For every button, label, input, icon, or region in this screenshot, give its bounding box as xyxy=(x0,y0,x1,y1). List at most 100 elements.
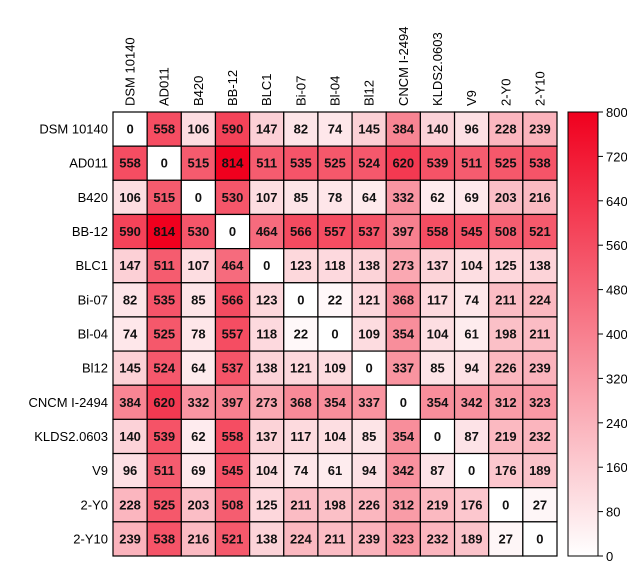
cell-value-label: 508 xyxy=(495,224,517,239)
cell-value-label: 312 xyxy=(495,395,517,410)
cell-value-label: 354 xyxy=(392,429,414,444)
cell-value-label: 219 xyxy=(495,429,517,444)
heatmap-cell xyxy=(351,111,387,147)
cell-value-label: 96 xyxy=(464,122,478,137)
cell-value-label: 22 xyxy=(328,292,342,307)
heatmap-cell xyxy=(112,316,148,352)
cell-value-label: 524 xyxy=(153,361,175,376)
heatmap-cell xyxy=(385,452,421,489)
heatmap-cell xyxy=(283,213,319,250)
cell-value-label: 525 xyxy=(324,156,346,171)
heatmap-cell xyxy=(214,521,251,557)
row-label: 2-Y0 xyxy=(81,497,108,512)
cell-value-label: 138 xyxy=(358,258,380,273)
heatmap-cell xyxy=(488,282,524,318)
heatmap-cell xyxy=(419,521,456,557)
cell-value-label: 511 xyxy=(154,463,175,478)
heatmap-cell xyxy=(385,418,421,455)
heatmap-cell xyxy=(180,248,217,284)
colorbar-tick-label: 560 xyxy=(606,238,627,253)
cell-value-label: 203 xyxy=(188,497,210,512)
cell-value-label: 539 xyxy=(153,429,175,444)
column-label: KLDS2.0603 xyxy=(430,32,445,106)
cell-value-label: 508 xyxy=(222,497,244,512)
cell-value-label: 123 xyxy=(290,258,312,273)
heatmap-cell xyxy=(385,248,421,284)
cell-value-label: 211 xyxy=(325,531,346,546)
heatmap-cell xyxy=(283,418,319,455)
colorbar-tick-label: 160 xyxy=(606,460,627,475)
heatmap-cell xyxy=(419,111,456,147)
heatmap-cell xyxy=(453,179,490,216)
heatmap-cell xyxy=(317,248,353,284)
cell-value-label: 94 xyxy=(464,361,479,376)
cell-value-label: 464 xyxy=(222,258,244,273)
cell-value-label: 239 xyxy=(358,531,380,546)
cell-value-label: 530 xyxy=(222,190,244,205)
cell-value-label: 85 xyxy=(294,190,308,205)
heatmap-cell xyxy=(214,282,251,318)
cell-value-label: 64 xyxy=(362,190,377,205)
cell-value-label: 106 xyxy=(119,190,141,205)
heatmap-cell xyxy=(522,213,558,250)
row-label: KLDS2.0603 xyxy=(34,429,108,444)
cell-value-label: 273 xyxy=(392,258,414,273)
cell-value-label: 354 xyxy=(427,395,449,410)
cell-value-label: 85 xyxy=(430,361,444,376)
cell-value-label: 539 xyxy=(427,156,449,171)
cell-value-label: 64 xyxy=(191,361,206,376)
heatmap-cell xyxy=(453,418,490,455)
cell-value-label: 94 xyxy=(362,463,377,478)
cell-value-label: 232 xyxy=(529,429,551,444)
column-label: DSM 10140 xyxy=(123,37,138,106)
cell-value-label: 85 xyxy=(362,429,376,444)
cell-value-label: 515 xyxy=(188,156,210,171)
heatmap-cell xyxy=(453,316,490,352)
heatmap-cell xyxy=(180,213,217,250)
cell-value-label: 525 xyxy=(153,327,175,342)
cell-value-label: 558 xyxy=(427,224,449,239)
heatmap-cell xyxy=(249,487,285,523)
cell-value-label: 104 xyxy=(324,429,346,444)
cell-value-label: 106 xyxy=(188,122,210,137)
cell-value-label: 332 xyxy=(188,395,210,410)
cell-value-label: 123 xyxy=(256,292,278,307)
heatmap-cell xyxy=(488,213,524,250)
cell-value-label: 107 xyxy=(188,258,210,273)
cell-value-label: 69 xyxy=(191,463,205,478)
cell-value-label: 545 xyxy=(461,224,483,239)
colorbar-tick-label: 800 xyxy=(606,105,627,120)
cell-value-label: 538 xyxy=(153,531,175,546)
cell-value-label: 226 xyxy=(495,361,517,376)
heatmap-cell xyxy=(351,350,387,386)
heatmap-cell xyxy=(317,282,353,318)
cell-value-label: 226 xyxy=(358,497,380,512)
cell-value-label: 22 xyxy=(294,327,308,342)
cell-value-label: 69 xyxy=(464,190,478,205)
heatmap-cell xyxy=(522,179,558,216)
cell-value-label: 273 xyxy=(256,395,278,410)
cell-value-label: 216 xyxy=(529,190,551,205)
cell-value-label: 566 xyxy=(290,224,312,239)
heatmap-cell xyxy=(488,452,524,489)
cell-value-label: 566 xyxy=(222,292,244,307)
column-label: CNCM I-2494 xyxy=(396,27,411,106)
heatmap-cell xyxy=(488,487,524,523)
cell-value-label: 464 xyxy=(256,224,278,239)
cell-value-label: 147 xyxy=(119,258,141,273)
column-labels: DSM 10140 AD011 B420 BB-12 BLC1 Bi-07 Bl-04 Bl1… xyxy=(123,27,548,106)
heatmap-cell xyxy=(146,487,182,523)
cell-value-label: 176 xyxy=(495,463,517,478)
heatmap-cell xyxy=(453,384,490,420)
heatmap-cell xyxy=(214,487,251,523)
cell-value-label: 117 xyxy=(427,292,448,307)
cell-value-label: 125 xyxy=(256,497,278,512)
heatmap-cell xyxy=(146,452,182,489)
cell-value-label: 521 xyxy=(222,531,244,546)
column-label: Bl-04 xyxy=(328,76,343,106)
column-label: 2-Y0 xyxy=(498,79,513,106)
cell-value-label: 0 xyxy=(502,497,509,512)
heatmap-cell xyxy=(283,521,319,557)
